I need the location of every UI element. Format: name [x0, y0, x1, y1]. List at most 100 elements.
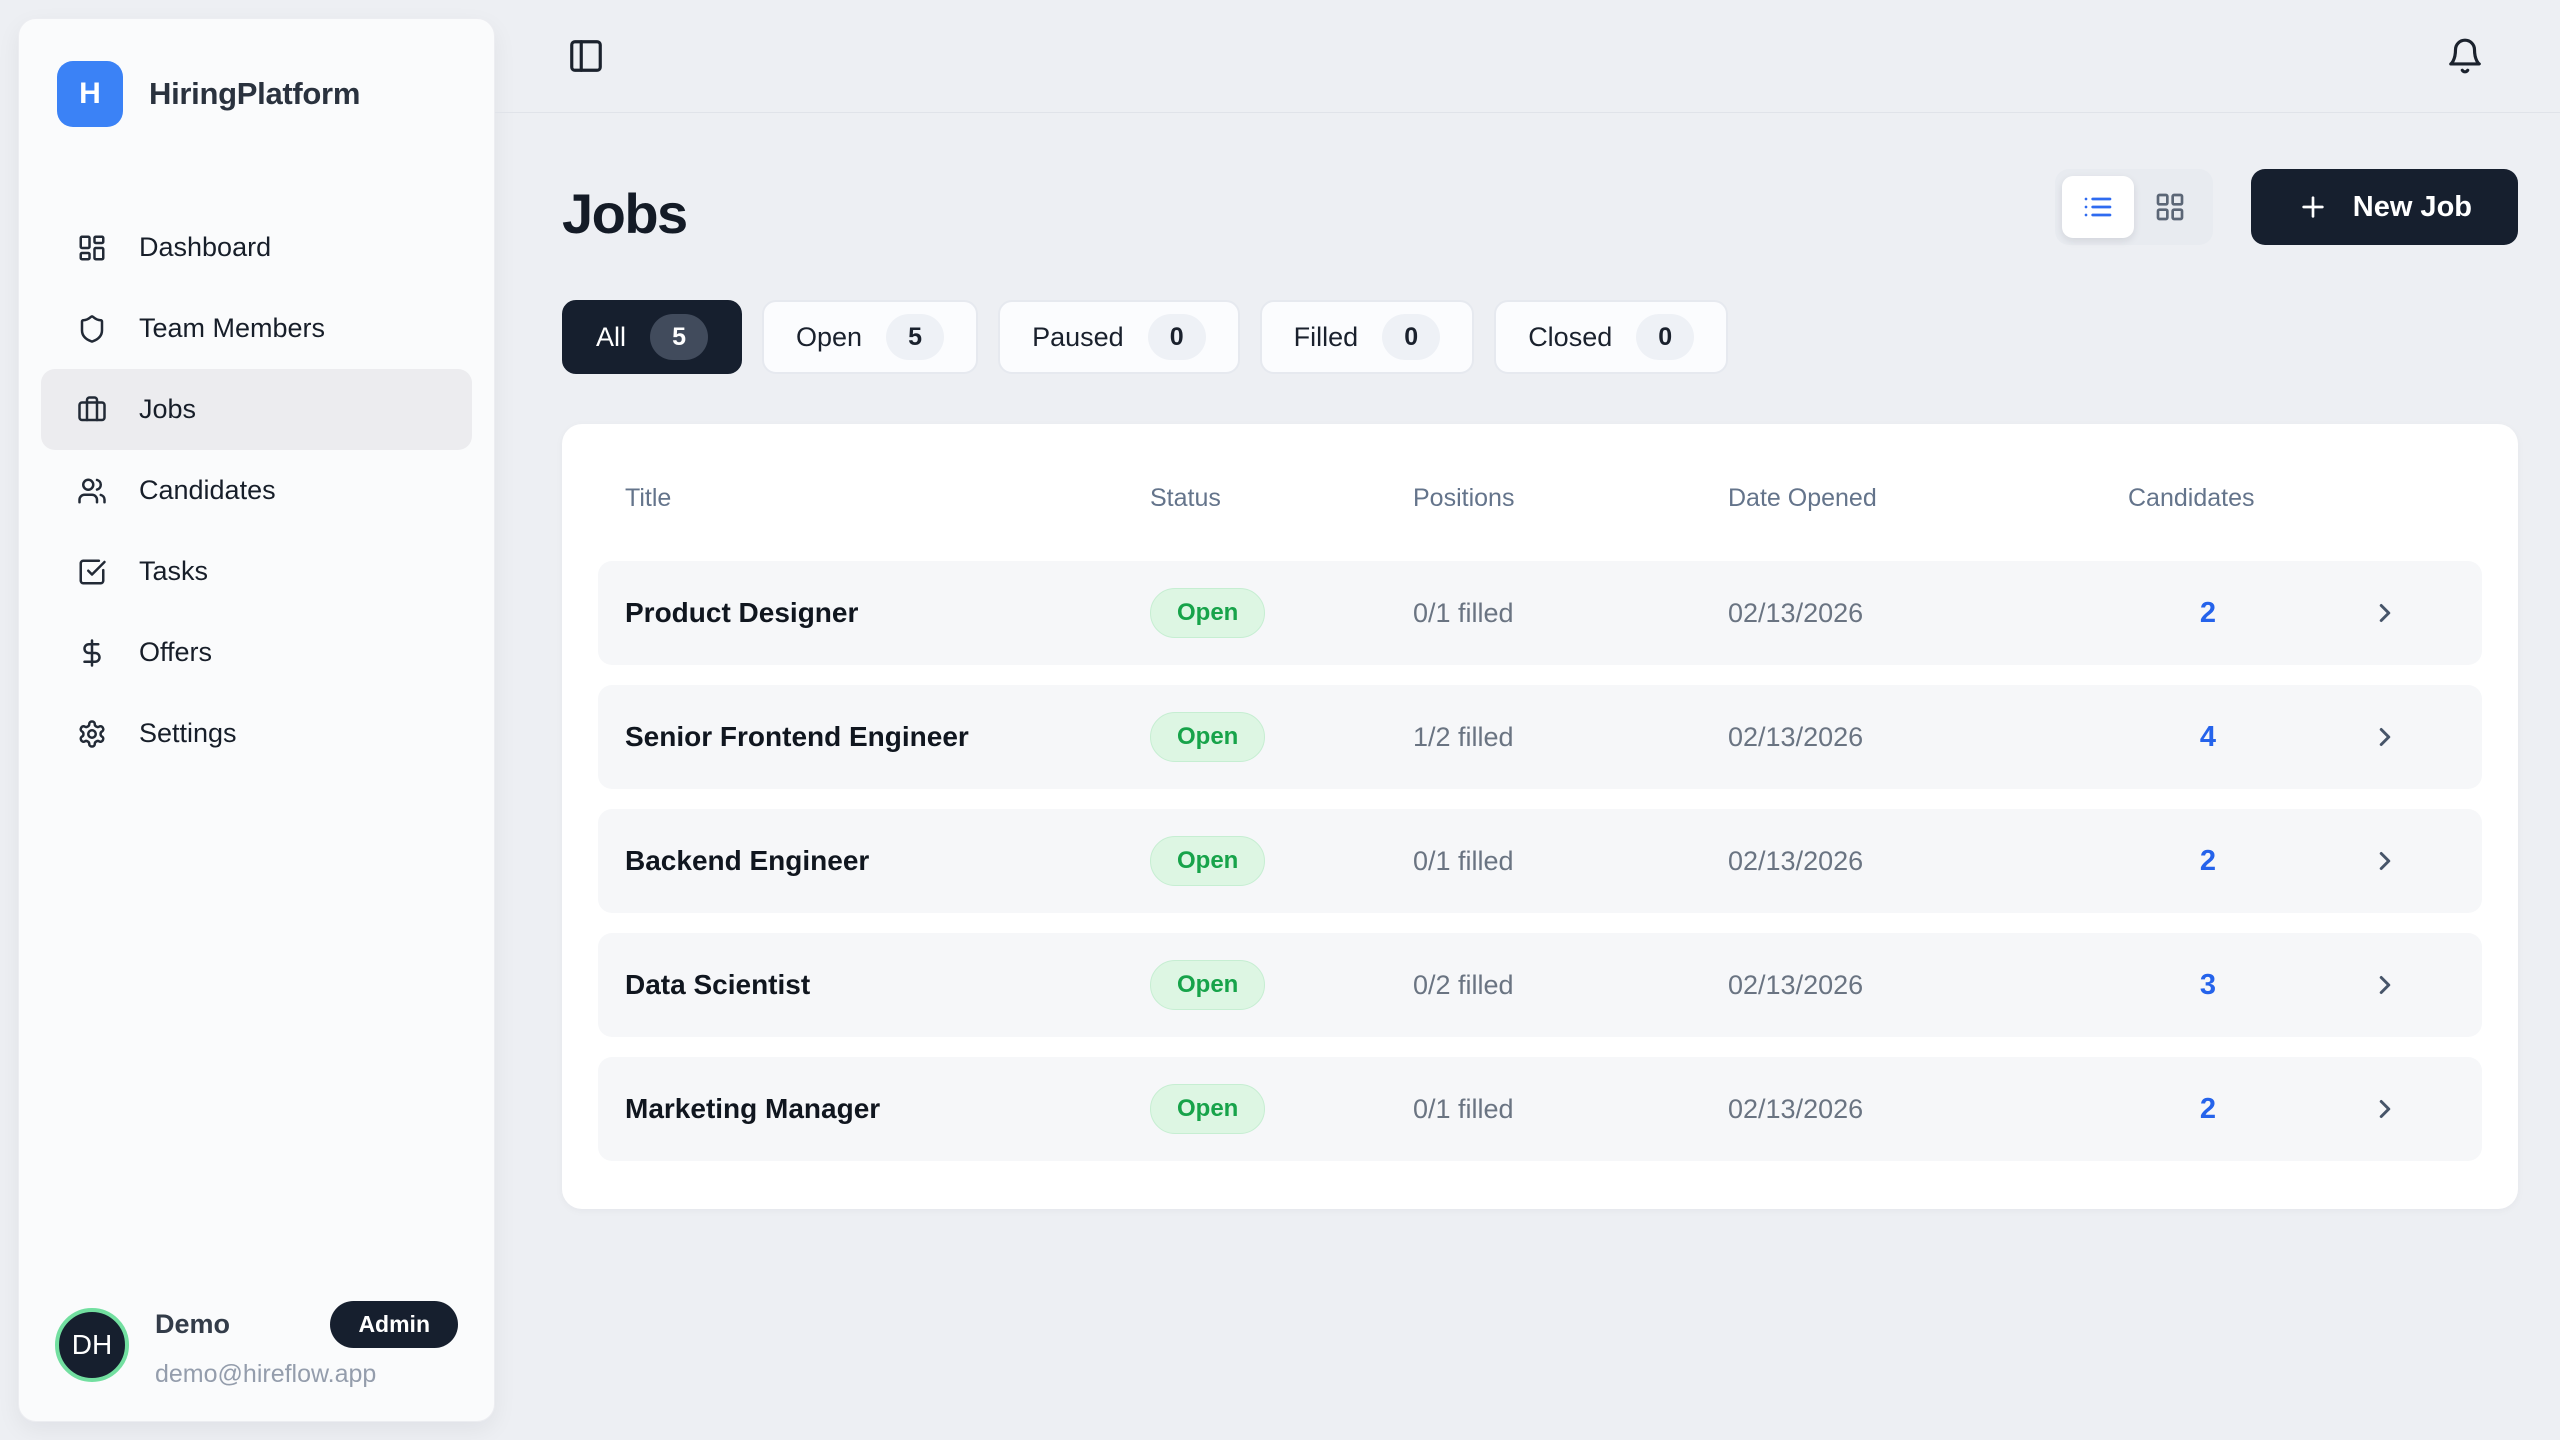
page-title: Jobs	[562, 182, 688, 245]
positions-cell: 0/1 filled	[1413, 597, 1514, 628]
status-badge: Open	[1150, 1084, 1266, 1134]
status-badge: Open	[1150, 960, 1266, 1010]
positions-cell: 0/1 filled	[1413, 1093, 1514, 1124]
jobs-table-card: Title Status Positions Date Opened Candi…	[562, 424, 2518, 1209]
view-toggle	[2054, 169, 2213, 245]
panel-left-icon	[567, 37, 605, 75]
chevron-right-icon[interactable]	[2370, 970, 2400, 1000]
candidates-count[interactable]: 2	[2199, 596, 2217, 629]
avatar: DH	[55, 1308, 129, 1382]
job-title: Product Designer	[625, 597, 859, 628]
table-row[interactable]: Data Scientist Open 0/2 filled 02/13/202…	[598, 933, 2482, 1037]
tab-label: Closed	[1528, 321, 1613, 352]
sidebar-item-candidates[interactable]: Candidates	[41, 450, 472, 531]
column-header-candidates: Candidates	[2128, 484, 2255, 512]
tab-count-badge: 0	[1382, 314, 1441, 360]
tab-count-badge: 0	[1636, 314, 1695, 360]
avatar-initials: DH	[71, 1329, 113, 1360]
checkbox-icon	[77, 557, 107, 587]
brand-logo: H	[57, 61, 123, 127]
job-title: Senior Frontend Engineer	[625, 721, 969, 752]
new-job-button[interactable]: New Job	[2250, 169, 2518, 245]
bell-icon	[2446, 37, 2484, 75]
table-row[interactable]: Senior Frontend Engineer Open 1/2 filled…	[598, 685, 2482, 789]
positions-cell: 1/2 filled	[1413, 721, 1514, 752]
job-title: Backend Engineer	[625, 845, 870, 876]
sidebar-nav: Dashboard Team Members Jobs Candidates T…	[41, 207, 472, 774]
tab-closed[interactable]: Closed 0	[1494, 300, 1729, 374]
date-opened-cell: 02/13/2026	[1728, 845, 1864, 876]
dollar-icon	[77, 638, 107, 668]
chevron-right-icon[interactable]	[2370, 846, 2400, 876]
chevron-right-icon[interactable]	[2370, 598, 2400, 628]
status-badge: Open	[1150, 712, 1266, 762]
sidebar-item-label: Offers	[139, 637, 213, 667]
sidebar: H HiringPlatform Dashboard Team Members …	[18, 18, 495, 1422]
gear-icon	[77, 719, 107, 749]
table-row[interactable]: Backend Engineer Open 0/1 filled 02/13/2…	[598, 809, 2482, 913]
sidebar-item-jobs[interactable]: Jobs	[41, 369, 472, 450]
user-name: Demo	[155, 1309, 231, 1339]
sidebar-item-team-members[interactable]: Team Members	[41, 288, 472, 369]
sidebar-item-dashboard[interactable]: Dashboard	[41, 207, 472, 288]
status-badge: Open	[1150, 588, 1266, 638]
dashboard-icon	[77, 233, 107, 263]
main-area: Jobs	[495, 0, 2560, 1440]
candidates-count[interactable]: 4	[2199, 720, 2217, 753]
tab-filled[interactable]: Filled 0	[1259, 300, 1475, 374]
user-section[interactable]: DH Demo Admin demo@hireflow.app	[55, 1301, 458, 1389]
grid-view-button[interactable]	[2134, 176, 2206, 238]
tab-count-badge: 5	[650, 314, 709, 360]
sidebar-item-tasks[interactable]: Tasks	[41, 531, 472, 612]
date-opened-cell: 02/13/2026	[1728, 1093, 1864, 1124]
new-job-label: New Job	[2352, 190, 2472, 223]
tab-label: Open	[796, 321, 863, 352]
topbar	[495, 0, 2560, 113]
grid-view-icon	[2154, 191, 2186, 223]
sidebar-toggle-button[interactable]	[567, 37, 605, 75]
column-header-title: Title	[625, 484, 672, 512]
status-badge: Open	[1150, 836, 1266, 886]
date-opened-cell: 02/13/2026	[1728, 597, 1864, 628]
sidebar-item-label: Dashboard	[139, 232, 272, 262]
brand-logo-letter: H	[79, 77, 101, 110]
sidebar-item-label: Settings	[139, 718, 237, 748]
tab-label: Paused	[1032, 321, 1124, 352]
table-row[interactable]: Marketing Manager Open 0/1 filled 02/13/…	[598, 1057, 2482, 1161]
tab-paused[interactable]: Paused 0	[998, 300, 1240, 374]
table-header: Title Status Positions Date Opened Candi…	[598, 484, 2482, 513]
briefcase-icon	[77, 395, 107, 425]
candidates-count[interactable]: 2	[2199, 1092, 2217, 1125]
list-view-button[interactable]	[2061, 176, 2134, 238]
tab-all[interactable]: All 5	[562, 300, 743, 374]
tab-count-badge: 0	[1147, 314, 1206, 360]
date-opened-cell: 02/13/2026	[1728, 721, 1864, 752]
date-opened-cell: 02/13/2026	[1728, 969, 1864, 1000]
plus-icon	[2297, 191, 2329, 223]
sidebar-item-label: Jobs	[139, 394, 197, 424]
sidebar-item-label: Team Members	[139, 313, 326, 343]
list-view-icon	[2082, 191, 2114, 223]
chevron-right-icon[interactable]	[2370, 1094, 2400, 1124]
chevron-right-icon[interactable]	[2370, 722, 2400, 752]
status-filter-tabs: All 5 Open 5 Paused 0 Filled 0 Closed 0	[562, 300, 2518, 374]
shield-icon	[77, 314, 107, 344]
positions-cell: 0/1 filled	[1413, 845, 1514, 876]
role-badge: Admin	[330, 1301, 458, 1348]
tab-label: All	[596, 321, 627, 352]
brand: H HiringPlatform	[19, 19, 494, 127]
notifications-button[interactable]	[2446, 37, 2484, 75]
tab-open[interactable]: Open 5	[762, 300, 979, 374]
sidebar-item-offers[interactable]: Offers	[41, 612, 472, 693]
user-email: demo@hireflow.app	[155, 1360, 377, 1388]
sidebar-item-label: Tasks	[139, 556, 209, 586]
candidates-count[interactable]: 2	[2199, 844, 2217, 877]
job-title: Data Scientist	[625, 969, 811, 1000]
candidates-count[interactable]: 3	[2199, 968, 2217, 1001]
job-title: Marketing Manager	[625, 1093, 881, 1124]
table-row[interactable]: Product Designer Open 0/1 filled 02/13/2…	[598, 561, 2482, 665]
content: Jobs	[495, 113, 2560, 1209]
sidebar-item-label: Candidates	[139, 475, 276, 505]
users-icon	[77, 476, 107, 506]
sidebar-item-settings[interactable]: Settings	[41, 693, 472, 774]
